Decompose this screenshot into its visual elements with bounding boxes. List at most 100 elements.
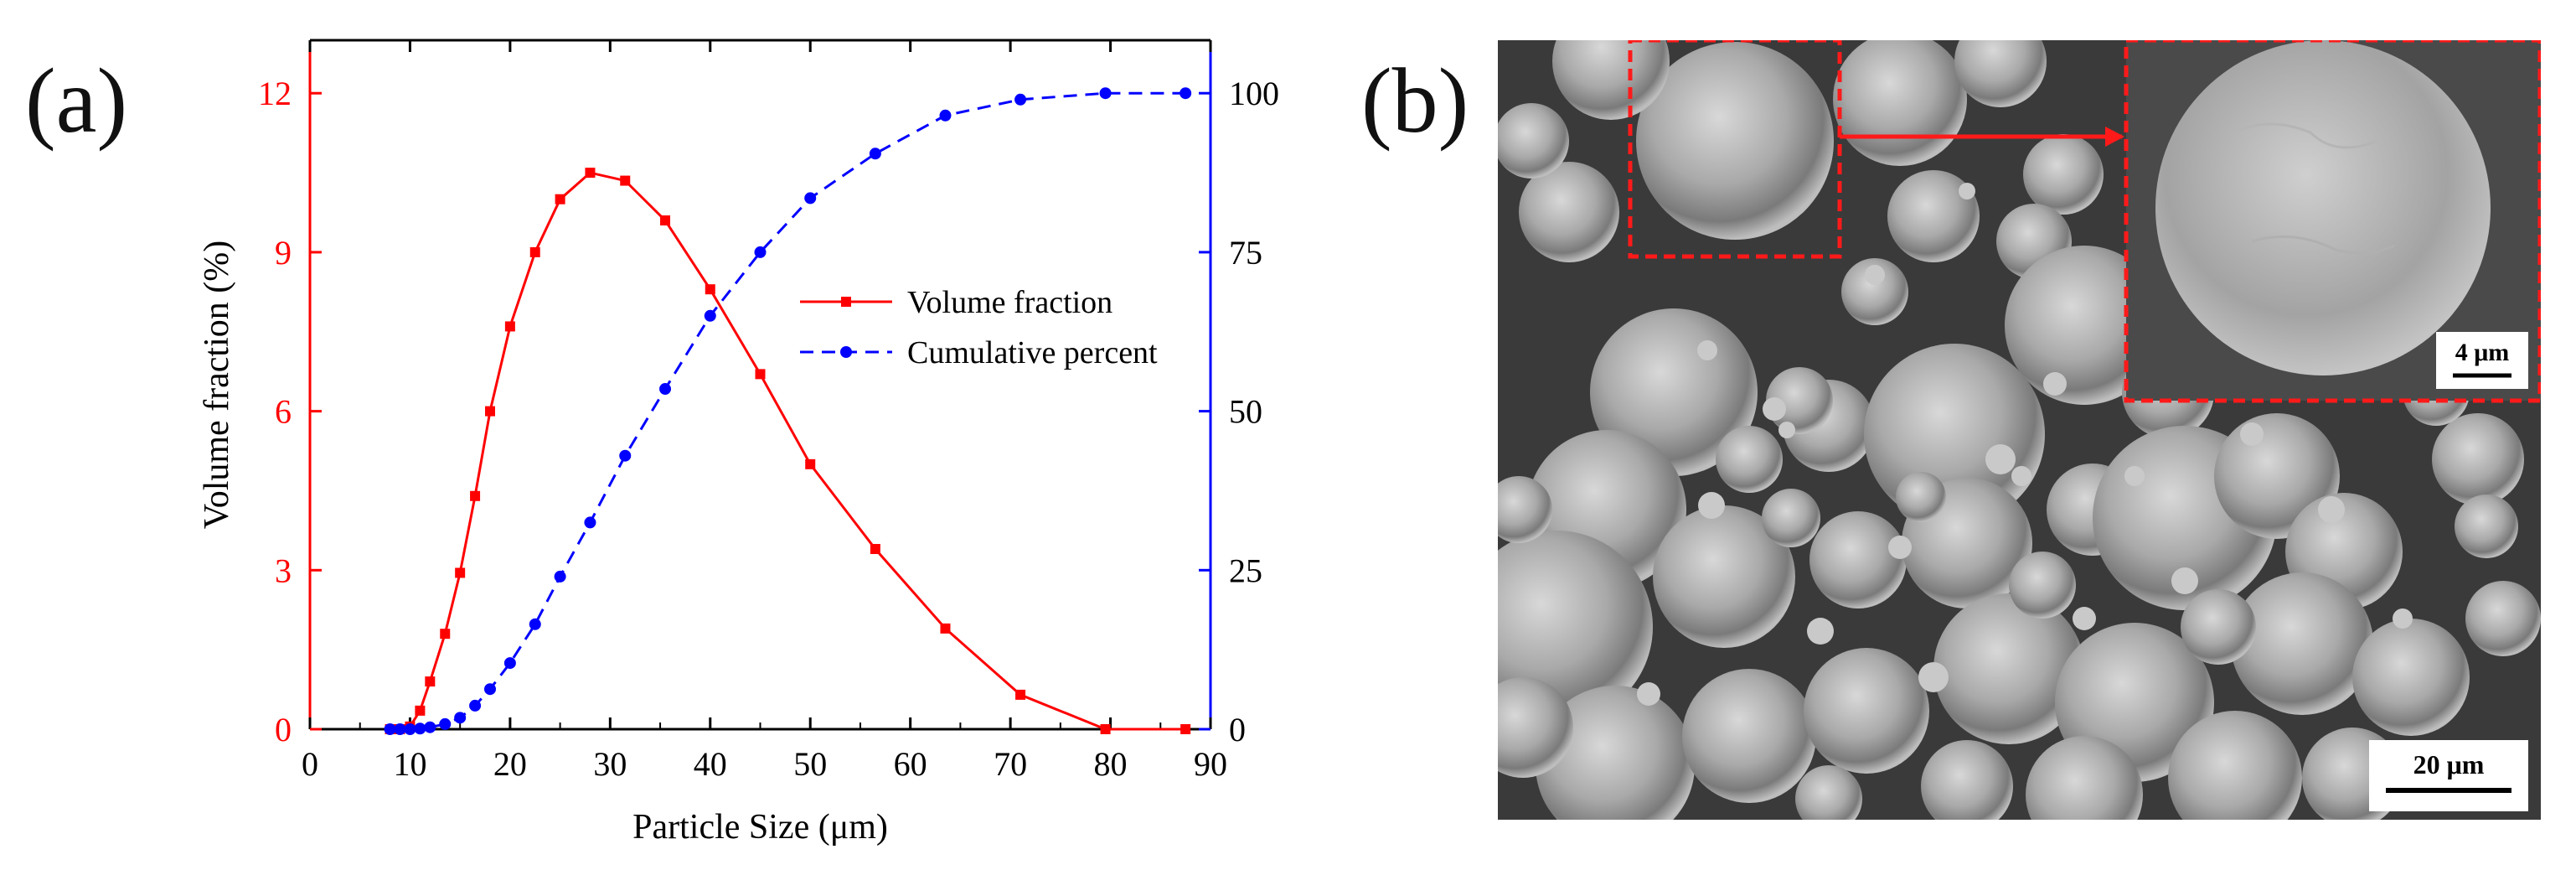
volume-fraction-point xyxy=(555,194,565,205)
y-right-tick-label: 0 xyxy=(1229,711,1246,748)
volume-fraction-point xyxy=(415,705,426,716)
volume-fraction-point xyxy=(1015,689,1026,700)
powder-particle xyxy=(2231,572,2373,715)
x-tick-label: 40 xyxy=(694,745,727,783)
powder-particle xyxy=(2181,589,2256,665)
panel-a-label: (a) xyxy=(25,49,128,152)
series-line-cumulative-percent xyxy=(390,91,1186,731)
powder-particle xyxy=(1954,40,2047,107)
cumulative-percent-point xyxy=(584,516,596,529)
powder-particles xyxy=(1498,40,2541,820)
satellite-particle xyxy=(2318,496,2345,523)
powder-particle xyxy=(1809,511,1907,608)
volume-fraction-point xyxy=(940,623,951,634)
powder-particle xyxy=(1498,677,1573,778)
cumulative-percent-point xyxy=(659,383,672,396)
volume-fraction-point xyxy=(755,369,766,380)
cumulative-percent-point xyxy=(404,723,416,735)
inset-particle xyxy=(2155,40,2491,375)
powder-particle xyxy=(1833,40,1967,166)
powder-particle xyxy=(1762,489,1820,547)
powder-particle xyxy=(2465,581,2541,656)
powder-particle xyxy=(1519,162,1619,262)
cumulative-percent-point xyxy=(869,148,881,160)
cumulative-percent-point xyxy=(394,723,406,735)
powder-particle xyxy=(1766,367,1833,434)
powder-particle xyxy=(1552,40,1670,120)
satellite-particle xyxy=(1763,397,1786,421)
satellite-particle xyxy=(1697,340,1717,360)
volume-fraction-point xyxy=(660,215,671,225)
volume-fraction-point xyxy=(470,490,481,501)
cumulative-percent-point xyxy=(529,618,541,630)
volume-fraction-point xyxy=(870,544,880,555)
satellite-particle xyxy=(1985,444,2016,474)
powder-particle xyxy=(1498,531,1653,723)
y-right-tick-label: 25 xyxy=(1229,552,1262,589)
satellite-particle xyxy=(2240,422,2264,446)
satellite-particle xyxy=(2011,466,2031,486)
volume-fraction-point xyxy=(1100,724,1111,734)
satellite-particle xyxy=(1698,492,1725,519)
x-tick-label: 90 xyxy=(1194,745,1227,783)
satellite-particle xyxy=(1959,183,1975,199)
powder-particle xyxy=(2352,619,2470,736)
panel-b-label: (b) xyxy=(1361,49,1469,152)
cumulative-percent-point xyxy=(804,192,817,205)
satellite-particle xyxy=(1918,662,1949,692)
cumulative-percent-point xyxy=(469,699,482,712)
x-tick-label: 50 xyxy=(793,745,827,783)
cumulative-percent-point xyxy=(754,246,767,258)
inset-frame xyxy=(2124,40,2541,403)
x-tick-label: 80 xyxy=(1094,745,1128,783)
satellite-particle xyxy=(2073,607,2096,630)
legend-label-cumulative-percent: Cumulative percent xyxy=(907,335,1158,370)
satellite-particle xyxy=(2171,567,2198,594)
powder-particle xyxy=(2009,552,2076,619)
powder-particle xyxy=(2026,736,2143,820)
cumulative-percent-point xyxy=(939,109,952,122)
legend-marker-volume-fraction xyxy=(841,297,851,307)
particle-size-chart: 0 10 20 30 40 50 60 70 80 900369120255075100Parti… xyxy=(198,39,1279,847)
chart-legend: Volume fraction Cumulative percent xyxy=(800,285,1158,370)
satellite-particle xyxy=(1778,422,1795,438)
chart-series xyxy=(384,87,1192,735)
inset-scale-label: 4 μm xyxy=(2455,339,2510,366)
sem-micrograph: 4 μm 20 μm xyxy=(1498,40,2541,820)
inset-scale-box xyxy=(2436,332,2528,389)
y-left-tick-label: 3 xyxy=(275,552,292,589)
zoom-arrow-head xyxy=(2105,127,2124,147)
volume-fraction-point xyxy=(585,168,596,179)
volume-fraction-point xyxy=(805,458,816,469)
chart-axes: 0 10 20 30 40 50 60 70 80 900369120255075100Parti… xyxy=(198,39,1279,847)
cumulative-percent-point xyxy=(424,721,436,733)
powder-particle xyxy=(2023,134,2104,215)
powder-particle xyxy=(1841,258,1908,325)
cumulative-percent-point xyxy=(384,723,396,735)
satellite-particle xyxy=(1807,618,1834,645)
cumulative-percent-point xyxy=(439,717,452,730)
powder-particle xyxy=(1795,765,1862,820)
satellite-particle xyxy=(2393,608,2413,629)
legend-label-volume-fraction: Volume fraction xyxy=(907,285,1112,320)
powder-particle xyxy=(1636,42,1834,240)
volume-fraction-point xyxy=(440,629,451,640)
volume-fraction-point xyxy=(455,567,466,578)
powder-particle xyxy=(1896,472,1946,522)
main-scale: 20 μm xyxy=(2369,740,2528,811)
y-right-tick-label: 50 xyxy=(1229,393,1262,431)
x-axis-label: Particle Size (μm) xyxy=(632,808,888,847)
satellite-particle xyxy=(2124,466,2145,486)
powder-particle xyxy=(1682,669,1816,803)
y-left-tick-label: 6 xyxy=(275,393,292,431)
y-right-tick-label: 75 xyxy=(1229,234,1262,272)
series-line-volume-fraction xyxy=(390,171,1186,731)
volume-fraction-point xyxy=(1180,724,1191,734)
cumulative-percent-point xyxy=(704,309,716,322)
powder-particle xyxy=(1536,686,1695,820)
powder-particle xyxy=(2168,711,2302,820)
cumulative-percent-point xyxy=(619,449,632,462)
cumulative-percent-point xyxy=(503,657,516,670)
powder-particle xyxy=(2432,413,2524,505)
y-left-tick-label: 9 xyxy=(275,234,292,272)
